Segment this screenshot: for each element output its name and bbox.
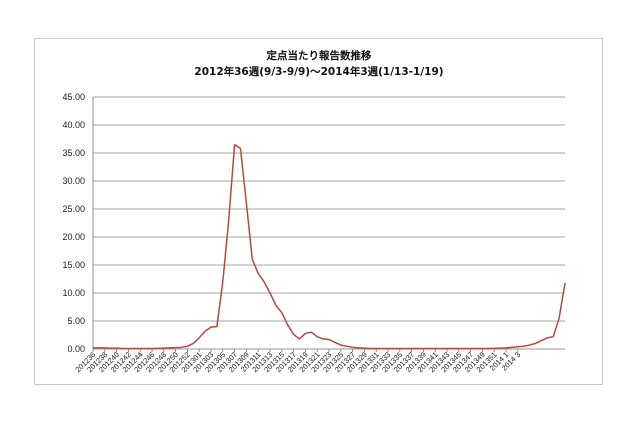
- chart-title: 定点当たり報告数推移: [266, 49, 372, 62]
- y-tick-label: 15.00: [62, 260, 85, 270]
- x-axis-ticks: 2012362012382012402012422012442012462012…: [73, 349, 522, 374]
- y-tick-label: 0.00: [67, 344, 85, 354]
- y-tick-label: 40.00: [62, 120, 85, 130]
- chart-frame: 定点当たり報告数推移 2012年36週(9/3-9/9)～2014年3週(1/1…: [34, 38, 603, 385]
- y-tick-label: 25.00: [62, 204, 85, 214]
- series-line: [93, 143, 566, 350]
- line-chart: 定点当たり報告数推移 2012年36週(9/3-9/9)～2014年3週(1/1…: [62, 49, 566, 374]
- chart-subtitle: 2012年36週(9/3-9/9)～2014年3週(1/13-1/19): [194, 65, 443, 78]
- y-tick-label: 10.00: [62, 288, 85, 298]
- y-tick-label: 5.00: [67, 316, 85, 326]
- y-tick-label: 35.00: [62, 148, 85, 158]
- gridlines: [93, 96, 565, 322]
- y-tick-label: 20.00: [62, 232, 85, 242]
- y-axis-ticks: 0.00 5.00 10.00 15.00 20.00 25.00 30.00 35.00 40…: [62, 92, 85, 354]
- y-tick-label: 45.00: [62, 92, 85, 102]
- y-tick-label: 30.00: [62, 176, 85, 186]
